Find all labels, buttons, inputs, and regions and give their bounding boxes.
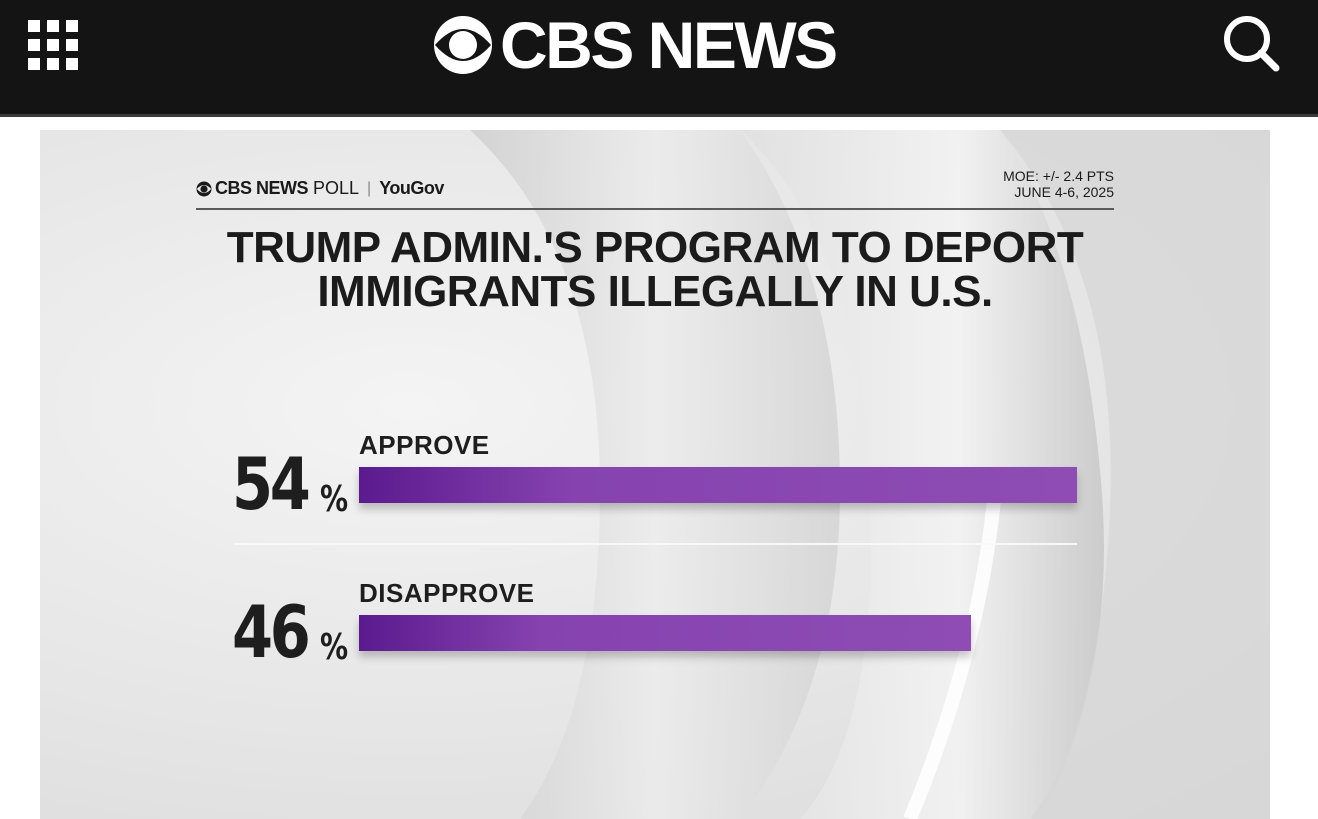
margin-of-error: MOE: +/- 2.4 PTS	[1003, 168, 1114, 184]
cbs-eye-icon	[434, 16, 492, 74]
bar-row: 54% APPROVE	[40, 430, 1270, 540]
brand-cbs-news: CBS NEWS	[215, 178, 309, 198]
top-navigation-bar: CBS NEWS	[0, 0, 1318, 117]
percent-sign: %	[320, 479, 349, 520]
cbs-eye-small-icon	[196, 181, 212, 196]
bar-label: APPROVE	[359, 430, 490, 460]
brand-yougov: YouGov	[379, 178, 444, 198]
headline-line-1: TRUMP ADMIN.'S PROGRAM TO DEPORT	[226, 223, 1084, 272]
headline-line-2: IMMIGRANTS ILLEGALLY IN U.S.	[317, 267, 993, 316]
percent-number: 54	[232, 442, 311, 526]
poll-meta: MOE: +/- 2.4 PTS JUNE 4-6, 2025	[1003, 168, 1114, 200]
search-icon[interactable]	[1222, 14, 1282, 74]
cbs-news-logo[interactable]: CBS NEWS	[432, 8, 838, 82]
percent-sign: %	[320, 627, 349, 668]
percent-number: 46	[232, 590, 311, 674]
poll-dates: JUNE 4-6, 2025	[1014, 184, 1114, 200]
header-rule	[196, 208, 1114, 210]
bar-label: DISAPPROVE	[359, 578, 535, 608]
poll-headline: TRUMP ADMIN.'S PROGRAM TO DEPORT IMMIGRA…	[160, 226, 1150, 314]
brand-separator: |	[367, 179, 372, 197]
percent-value: 54%	[232, 430, 356, 520]
grid-menu-icon[interactable]	[28, 20, 78, 70]
brand-poll: POLL	[313, 178, 360, 198]
poll-brand-line: CBS NEWS POLL | YouGov	[196, 178, 444, 199]
bar-track	[359, 467, 1077, 503]
bar-row: 46% DISAPPROVE	[40, 578, 1270, 688]
percent-value: 46%	[232, 578, 356, 668]
poll-graphic: CBS NEWS POLL | YouGov MOE: +/- 2.4 PTS …	[40, 130, 1270, 819]
bar-disapprove	[359, 615, 971, 651]
bar-track	[359, 615, 1077, 651]
row-divider	[234, 543, 1077, 545]
bar-approve	[359, 467, 1077, 503]
logo-text: CBS NEWS	[500, 8, 838, 82]
